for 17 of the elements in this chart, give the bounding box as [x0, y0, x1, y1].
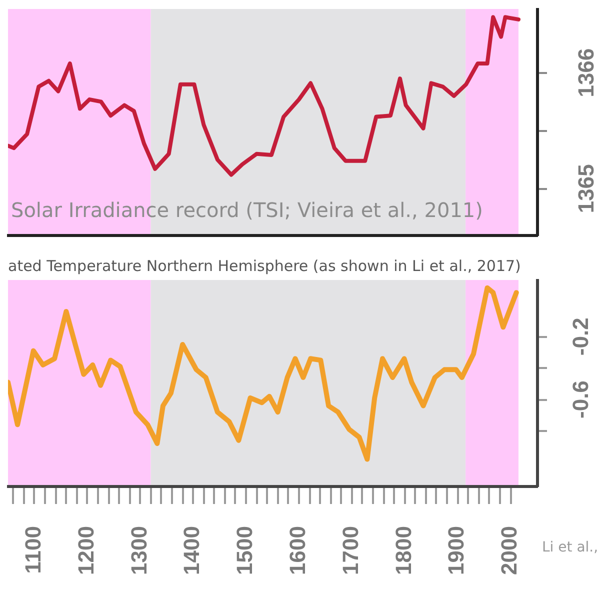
x-tick-label: 1800: [390, 526, 416, 575]
x-tick-label: 1200: [73, 526, 98, 575]
text: Li et al.,: [542, 540, 598, 556]
y-tick-label: -0.2: [568, 318, 594, 356]
x-tick-label: 1100: [20, 526, 46, 574]
x-tick-label: 1600: [285, 526, 310, 575]
x-tick-label: 2000: [496, 526, 522, 575]
annotation: Solar Irradiance record (TSI; Vieira et al., 2011): [11, 198, 483, 222]
y-tick-label: 1365: [574, 164, 599, 214]
x-tick-label: 1300: [126, 526, 152, 575]
x-tick-label: 1500: [232, 526, 258, 575]
x-tick-label: 1900: [444, 526, 469, 575]
y-tick-label: 1366: [574, 48, 599, 98]
chart-title: ated Temperature Northern Hemisphere (as shown in Li et al., 2017): [8, 256, 521, 275]
x-tick-label: 1400: [179, 526, 204, 575]
y-tick-label: -0.6: [568, 380, 594, 418]
x-tick-label: 1700: [338, 526, 363, 575]
